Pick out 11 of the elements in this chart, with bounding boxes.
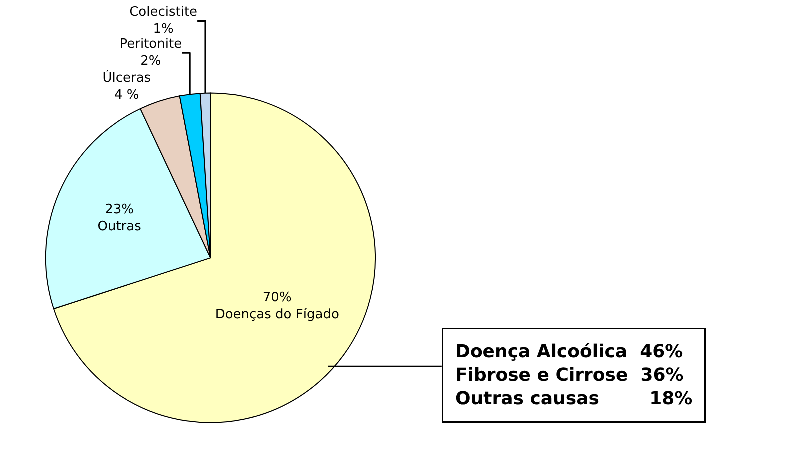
text: Doença Alcoólica 46% Fibrose e Cirrose 36% Outras causas 18% — [456, 342, 693, 410]
slice-label: Peritonite — [120, 37, 182, 52]
slice-label: Outras — [98, 220, 142, 235]
slice-label: Doenças do Fígado — [215, 307, 340, 322]
slice-label: Úlceras — [102, 69, 152, 86]
data-label: 70% — [262, 290, 292, 306]
data-label: 23% — [105, 202, 134, 218]
data-label: 2% — [140, 54, 162, 70]
slice-label: Colecistite — [130, 5, 198, 20]
data-label: 1% — [153, 22, 174, 38]
data-label: 4 % — [114, 88, 140, 103]
